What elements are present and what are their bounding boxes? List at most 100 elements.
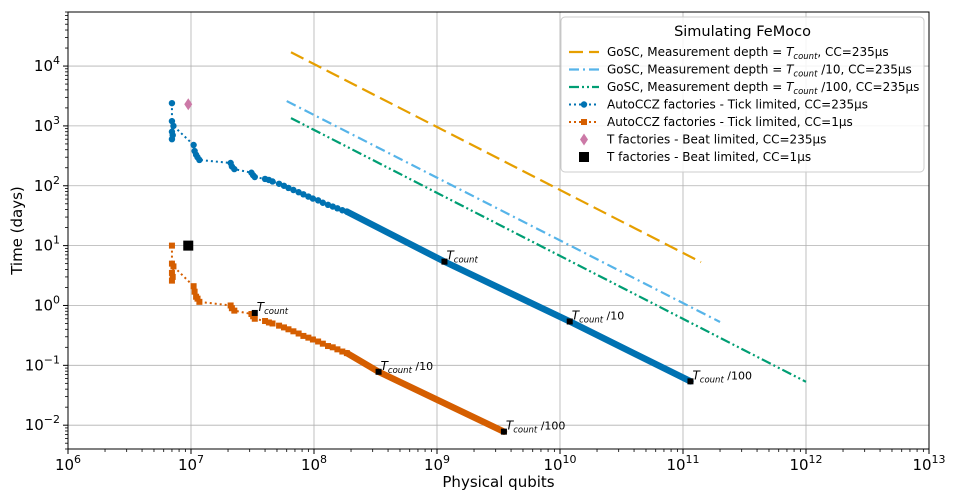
tcount-marker bbox=[566, 318, 573, 325]
data-point bbox=[170, 263, 177, 270]
legend-marker bbox=[579, 152, 589, 162]
series-3 bbox=[168, 99, 694, 385]
x-tick-label: 109 bbox=[424, 453, 450, 474]
data-point bbox=[190, 141, 197, 149]
data-point bbox=[168, 269, 175, 276]
tcount-label: Tcount /100 bbox=[692, 368, 752, 385]
legend-marker bbox=[580, 133, 588, 146]
legend-label: AutoCCZ factories - Tick limited, CC=235… bbox=[607, 98, 868, 112]
plot-frame bbox=[67, 11, 930, 450]
x-tick-label: 107 bbox=[178, 453, 204, 474]
data-point bbox=[183, 240, 194, 251]
tcount-marker bbox=[500, 428, 507, 435]
data-point bbox=[300, 332, 307, 339]
tcount-marker bbox=[687, 378, 694, 385]
y-tick-label: 100 bbox=[34, 293, 60, 314]
legend-label: GoSC, Measurement depth = Tcount /100, C… bbox=[607, 80, 919, 97]
data-point bbox=[184, 98, 193, 111]
tcount-label: Tcount /10 bbox=[572, 308, 625, 325]
legend-box bbox=[560, 16, 925, 173]
data-point bbox=[343, 208, 351, 215]
series-line bbox=[290, 117, 807, 383]
series-line bbox=[286, 100, 721, 323]
data-point bbox=[231, 307, 238, 314]
legend-label: T factories - Beat limited, CC=1µs bbox=[606, 150, 811, 164]
x-axis-label: Physical qubits bbox=[442, 473, 554, 491]
data-point bbox=[334, 205, 341, 212]
legend-title: Simulating FeMoco bbox=[674, 24, 811, 40]
series-1 bbox=[286, 100, 721, 323]
legend-entry: T factories - Beat limited, CC=235µs bbox=[580, 133, 826, 147]
data-point bbox=[168, 277, 175, 284]
data-point bbox=[309, 195, 317, 202]
series-line bbox=[290, 51, 702, 264]
data-point bbox=[191, 288, 198, 295]
data-point bbox=[275, 180, 283, 187]
data-point bbox=[170, 122, 177, 130]
data-point bbox=[295, 330, 302, 337]
tcount-label: Tcount /100 bbox=[506, 419, 566, 436]
y-tick-label: 104 bbox=[34, 54, 60, 75]
data-point bbox=[305, 334, 312, 341]
data-point bbox=[168, 99, 176, 107]
data-point bbox=[319, 340, 326, 347]
x-tick-label: 1013 bbox=[912, 453, 945, 474]
data-point bbox=[290, 186, 297, 194]
data-point bbox=[169, 273, 176, 280]
y-tick-label: 103 bbox=[34, 114, 60, 135]
legend-entry: GoSC, Measurement depth = Tcount /100, C… bbox=[569, 80, 919, 97]
data-point bbox=[196, 298, 203, 305]
x-tick-label: 1012 bbox=[789, 453, 822, 474]
data-point bbox=[339, 348, 346, 355]
x-tick-label: 1011 bbox=[666, 453, 699, 474]
data-point bbox=[314, 197, 322, 204]
data-point bbox=[325, 343, 332, 350]
data-point bbox=[169, 131, 176, 139]
series-4 bbox=[168, 242, 508, 435]
tcount-label: Tcount bbox=[446, 249, 478, 266]
data-point bbox=[265, 319, 272, 326]
data-point bbox=[285, 184, 292, 192]
data-point bbox=[196, 156, 203, 164]
data-point bbox=[269, 320, 276, 327]
data-point bbox=[194, 295, 201, 302]
series-6 bbox=[183, 240, 194, 251]
data-point bbox=[251, 315, 258, 322]
data-point bbox=[269, 178, 276, 185]
annotations: Tcount Tcount /10 Tcount /100 Tcount Tcount … bbox=[251, 249, 752, 436]
series-0 bbox=[290, 51, 702, 264]
data-point bbox=[329, 344, 336, 351]
y-tick-label: 101 bbox=[34, 234, 60, 255]
legend-entry: AutoCCZ factories - Tick limited, CC=235… bbox=[569, 98, 868, 112]
legend-entry: T factories - Beat limited, CC=1µs bbox=[579, 150, 811, 164]
data-point bbox=[290, 328, 297, 335]
data-point bbox=[280, 324, 287, 331]
data-point bbox=[285, 326, 292, 333]
tcount-marker bbox=[375, 368, 382, 375]
y-tick-label: 102 bbox=[34, 174, 60, 195]
data-point bbox=[319, 199, 327, 206]
legend-label: T factories - Beat limited, CC=235µs bbox=[606, 133, 826, 147]
data-point bbox=[343, 350, 350, 357]
legend-label: GoSC, Measurement depth = Tcount, CC=235… bbox=[607, 45, 889, 62]
legend-entry: GoSC, Measurement depth = Tcount /10, CC… bbox=[569, 63, 912, 80]
data-point bbox=[251, 173, 258, 181]
series-5 bbox=[184, 98, 193, 111]
data-point bbox=[295, 189, 302, 196]
data-point bbox=[309, 336, 316, 343]
data-point bbox=[168, 242, 175, 249]
data-point bbox=[262, 318, 269, 325]
tcount-marker bbox=[251, 309, 258, 316]
tcount-label: Tcount /10 bbox=[381, 359, 434, 376]
data-point bbox=[231, 165, 238, 173]
legend-label: GoSC, Measurement depth = Tcount /10, CC… bbox=[607, 63, 912, 80]
legend-marker bbox=[581, 119, 587, 125]
legend: Simulating FeMoco GoSC, Measurement depth… bbox=[560, 16, 925, 173]
y-axis-label: Time (days) bbox=[8, 186, 26, 276]
x-tick-label: 1010 bbox=[543, 453, 576, 474]
data-point bbox=[334, 346, 341, 353]
series-2 bbox=[290, 117, 807, 383]
data-point bbox=[276, 322, 283, 329]
series-band bbox=[343, 208, 694, 385]
